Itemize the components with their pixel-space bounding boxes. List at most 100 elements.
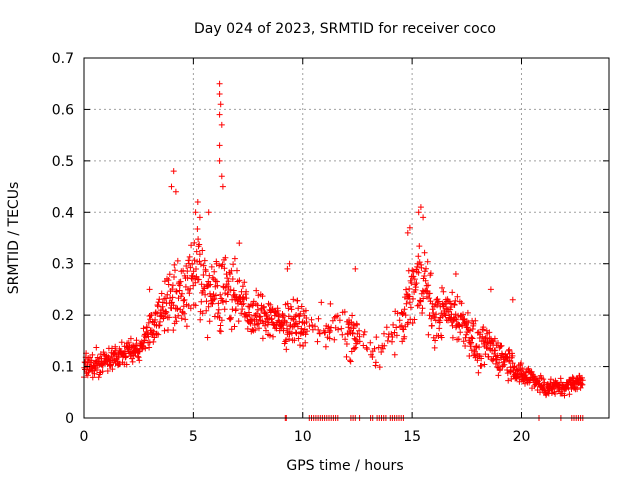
data-point xyxy=(266,332,273,339)
data-point xyxy=(540,376,547,383)
data-point xyxy=(406,285,413,292)
data-point xyxy=(195,236,202,243)
x-tick-label: 15 xyxy=(403,429,421,445)
x-tick-label: 5 xyxy=(189,429,198,445)
data-point xyxy=(406,224,413,231)
data-point xyxy=(207,281,214,288)
data-point xyxy=(229,276,236,282)
data-point xyxy=(417,204,424,211)
data-point xyxy=(352,265,359,272)
data-point xyxy=(243,295,250,302)
data-point xyxy=(436,325,443,332)
data-point xyxy=(404,229,411,236)
data-point xyxy=(224,275,231,282)
data-point xyxy=(426,290,433,297)
data-point xyxy=(199,247,206,254)
data-point xyxy=(443,305,450,312)
data-point xyxy=(452,316,458,323)
data-point xyxy=(509,296,516,303)
data-point xyxy=(294,297,301,304)
data-point xyxy=(438,334,445,341)
data-point xyxy=(440,288,447,295)
data-point xyxy=(259,335,266,342)
data-point xyxy=(418,264,425,271)
data-point xyxy=(369,354,376,360)
data-point xyxy=(478,355,485,362)
data-point xyxy=(230,261,237,268)
data-point xyxy=(89,374,96,381)
data-point xyxy=(449,289,456,296)
data-point xyxy=(465,327,472,333)
data-point xyxy=(341,308,348,315)
data-point xyxy=(162,308,169,315)
data-point xyxy=(494,352,501,359)
data-point xyxy=(280,322,287,329)
data-point xyxy=(416,259,423,266)
data-point xyxy=(268,315,275,322)
data-point xyxy=(152,316,159,323)
data-point xyxy=(270,333,276,340)
data-point xyxy=(574,386,581,393)
data-point xyxy=(188,242,195,249)
data-point xyxy=(135,354,142,361)
data-point xyxy=(433,311,440,318)
data-point xyxy=(342,336,349,343)
data-point xyxy=(326,335,333,342)
data-point xyxy=(194,226,201,232)
data-point xyxy=(158,290,165,297)
data-point xyxy=(384,337,391,344)
data-point xyxy=(416,302,422,309)
y-tick-label: 0 xyxy=(65,411,74,427)
data-point xyxy=(196,214,203,221)
data-point xyxy=(579,377,586,384)
data-point xyxy=(209,300,216,307)
data-point xyxy=(453,316,460,323)
data-point xyxy=(146,344,153,351)
data-point xyxy=(157,318,163,325)
x-axis: 0 5 10 15 20 xyxy=(80,58,530,445)
data-point xyxy=(303,319,310,325)
data-point xyxy=(293,312,300,318)
data-point xyxy=(150,331,156,338)
data-point xyxy=(421,273,428,279)
data-point xyxy=(462,334,469,341)
data-point xyxy=(349,312,356,319)
data-point xyxy=(468,339,475,346)
data-point xyxy=(173,288,180,295)
data-point xyxy=(211,268,218,275)
data-point xyxy=(336,317,343,324)
data-point xyxy=(184,268,191,275)
data-point xyxy=(218,173,225,180)
data-point xyxy=(331,314,338,321)
data-point xyxy=(171,261,178,268)
data-point xyxy=(413,280,420,287)
data-point xyxy=(401,333,408,340)
data-point xyxy=(372,359,379,366)
data-point xyxy=(455,336,462,343)
data-point xyxy=(294,323,301,330)
data-point xyxy=(215,300,222,307)
plot-frame xyxy=(83,57,610,419)
data-point xyxy=(189,260,196,267)
data-point xyxy=(411,276,418,283)
data-point xyxy=(166,314,173,321)
data-point xyxy=(218,317,225,324)
data-point xyxy=(217,328,224,335)
data-point xyxy=(531,373,538,380)
data-point xyxy=(302,339,309,346)
data-point xyxy=(142,345,149,352)
data-point xyxy=(428,322,435,329)
data-point xyxy=(84,372,91,379)
data-point xyxy=(452,297,459,304)
data-point xyxy=(327,300,334,307)
data-point xyxy=(326,329,333,336)
data-point xyxy=(170,168,177,175)
data-point xyxy=(284,300,291,307)
data-point xyxy=(356,327,363,334)
data-point xyxy=(364,346,371,353)
data-point xyxy=(218,121,225,128)
y-tick-label: 0.4 xyxy=(52,205,74,221)
data-point xyxy=(154,310,161,317)
data-point xyxy=(416,243,423,250)
